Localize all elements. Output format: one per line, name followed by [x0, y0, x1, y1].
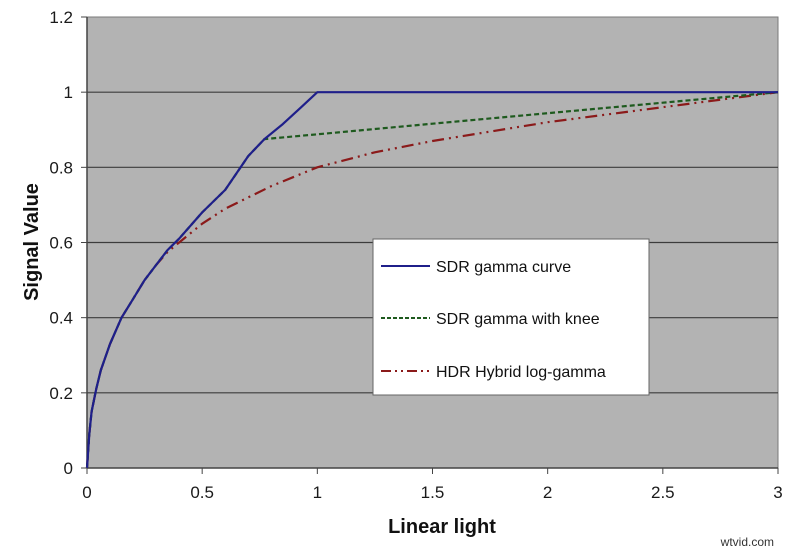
legend: SDR gamma curve SDR gamma with knee HDR …	[372, 238, 650, 396]
x-tick-label: 0.5	[190, 483, 214, 502]
legend-label-sdr-knee: SDR gamma with knee	[436, 311, 600, 328]
y-tick-label: 1.2	[49, 8, 73, 27]
x-axis-title: Linear light	[388, 516, 496, 538]
y-tick-label: 0.8	[49, 158, 73, 177]
series-line-1	[85, 91, 779, 469]
y-tick-label: 0	[64, 459, 73, 478]
y-tick-label: 0.2	[49, 384, 73, 403]
y-axis-ticks: 0 0.2 0.4 0.6 0.8 1 1.2	[49, 8, 87, 478]
x-tick-label: 2	[543, 483, 552, 502]
x-tick-label: 1	[313, 483, 322, 502]
watermark: wtvid.com	[720, 535, 774, 549]
series-lines	[85, 91, 779, 469]
series-line-0	[85, 91, 778, 469]
y-tick-label: 1	[64, 83, 73, 102]
y-tick-label: 0.4	[49, 309, 73, 328]
legend-label-sdr-gamma: SDR gamma curve	[436, 259, 571, 276]
x-tick-label: 0	[82, 483, 91, 502]
y-axis-title: Signal Value	[21, 183, 43, 301]
x-tick-label: 2.5	[651, 483, 675, 502]
legend-label-hlg: HDR Hybrid log-gamma	[436, 364, 606, 381]
series-line-2	[85, 91, 779, 469]
x-tick-label: 3	[773, 483, 782, 502]
x-tick-label: 1.5	[421, 483, 445, 502]
x-axis-ticks: 0 0.5 1 1.5 2 2.5 3	[82, 468, 783, 502]
y-tick-label: 0.6	[49, 234, 73, 253]
